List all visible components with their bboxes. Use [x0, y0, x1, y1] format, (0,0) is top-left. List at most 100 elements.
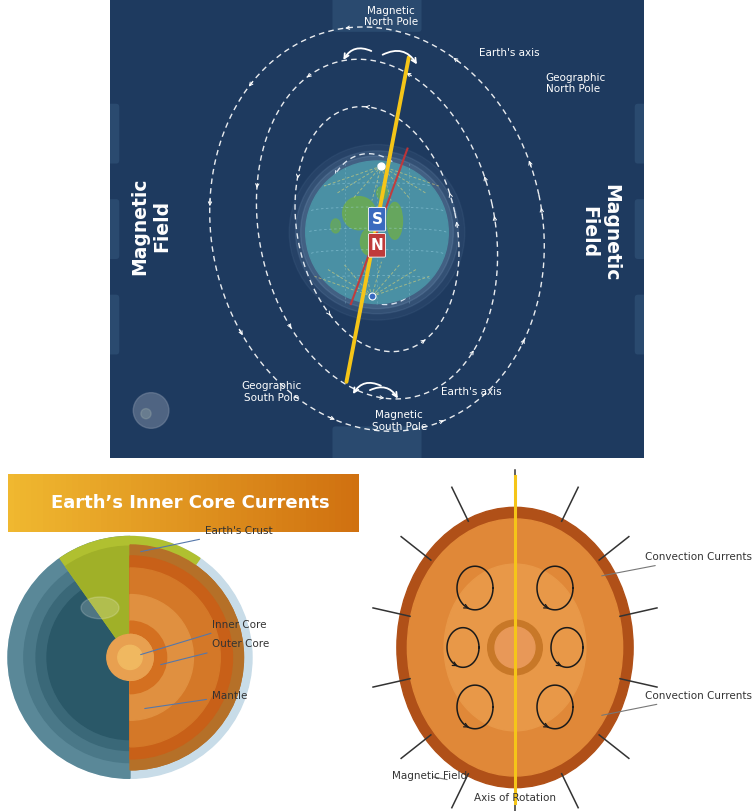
Bar	[323, 474, 329, 531]
Ellipse shape	[488, 620, 542, 675]
Bar	[20, 474, 26, 531]
Ellipse shape	[407, 519, 623, 776]
Bar	[188, 474, 196, 531]
Circle shape	[17, 545, 244, 770]
Wedge shape	[36, 564, 130, 750]
Bar	[317, 474, 324, 531]
Wedge shape	[130, 545, 244, 770]
Text: N: N	[371, 238, 383, 253]
Wedge shape	[130, 594, 194, 720]
Wedge shape	[47, 575, 130, 740]
Bar	[60, 474, 67, 531]
FancyBboxPatch shape	[369, 208, 385, 231]
Bar	[271, 474, 277, 531]
Circle shape	[118, 646, 143, 670]
Bar	[282, 474, 289, 531]
Circle shape	[107, 634, 153, 680]
Text: S: S	[372, 212, 382, 227]
Bar	[43, 474, 50, 531]
Wedge shape	[130, 634, 153, 680]
Bar	[299, 474, 306, 531]
Text: Geographic
North Pole: Geographic North Pole	[546, 73, 606, 94]
Text: Magnetic
South Pole: Magnetic South Pole	[372, 410, 427, 431]
Bar	[218, 474, 225, 531]
Bar	[288, 474, 295, 531]
Bar	[276, 474, 284, 531]
FancyBboxPatch shape	[333, 0, 421, 32]
Circle shape	[8, 537, 252, 779]
Bar	[294, 474, 301, 531]
Text: Axis of Rotation: Axis of Rotation	[474, 793, 556, 803]
FancyBboxPatch shape	[78, 104, 119, 164]
Bar	[165, 474, 173, 531]
Text: Earth's axis: Earth's axis	[440, 387, 501, 397]
Ellipse shape	[495, 627, 535, 668]
Text: Convection Currents: Convection Currents	[602, 691, 752, 715]
Wedge shape	[130, 621, 167, 693]
Bar	[66, 474, 73, 531]
Text: Mantle: Mantle	[145, 691, 247, 709]
Circle shape	[141, 409, 151, 418]
Ellipse shape	[377, 187, 388, 200]
Bar	[195, 474, 201, 531]
Bar	[265, 474, 271, 531]
Bar	[311, 474, 318, 531]
Bar	[212, 474, 219, 531]
Ellipse shape	[444, 564, 586, 731]
Bar	[96, 474, 103, 531]
Wedge shape	[130, 556, 232, 759]
Text: Geographic
South Pole: Geographic South Pole	[242, 381, 302, 403]
Ellipse shape	[331, 219, 340, 233]
Ellipse shape	[397, 508, 633, 787]
Bar	[160, 474, 167, 531]
Bar	[224, 474, 231, 531]
Bar	[55, 474, 62, 531]
Wedge shape	[60, 537, 200, 658]
Bar	[26, 474, 32, 531]
Text: Magnetic
North Pole: Magnetic North Pole	[364, 6, 418, 28]
Bar	[154, 474, 161, 531]
Bar	[171, 474, 178, 531]
Bar	[8, 474, 15, 531]
Text: Earth's Crust: Earth's Crust	[141, 526, 273, 551]
Circle shape	[305, 161, 449, 303]
Text: Magnetic Field: Magnetic Field	[392, 771, 467, 781]
Text: Convection Currents: Convection Currents	[602, 552, 752, 576]
Bar	[84, 474, 90, 531]
Wedge shape	[66, 546, 195, 658]
Bar	[241, 474, 248, 531]
Ellipse shape	[342, 196, 375, 230]
FancyBboxPatch shape	[369, 234, 385, 257]
Bar	[90, 474, 97, 531]
Bar	[341, 474, 348, 531]
Bar	[101, 474, 108, 531]
Circle shape	[290, 144, 464, 320]
Bar	[136, 474, 143, 531]
Bar	[14, 474, 20, 531]
Circle shape	[296, 151, 458, 314]
Text: Magnetic
Field: Magnetic Field	[579, 183, 621, 281]
Bar	[201, 474, 207, 531]
Text: Inner Core: Inner Core	[141, 620, 266, 654]
Bar	[230, 474, 237, 531]
Bar	[49, 474, 56, 531]
FancyBboxPatch shape	[78, 294, 119, 354]
Wedge shape	[130, 646, 143, 670]
Bar	[107, 474, 114, 531]
Circle shape	[66, 594, 194, 720]
Bar	[32, 474, 38, 531]
Text: Magnetic
Field: Magnetic Field	[130, 177, 172, 275]
Bar	[247, 474, 254, 531]
Bar	[113, 474, 120, 531]
Circle shape	[118, 646, 143, 670]
Bar	[183, 474, 190, 531]
Wedge shape	[24, 552, 130, 762]
Bar	[37, 474, 44, 531]
Bar	[207, 474, 213, 531]
Ellipse shape	[81, 597, 119, 619]
Circle shape	[107, 634, 153, 680]
Wedge shape	[8, 537, 130, 779]
FancyBboxPatch shape	[635, 104, 676, 164]
Bar	[335, 474, 342, 531]
Bar	[124, 474, 131, 531]
